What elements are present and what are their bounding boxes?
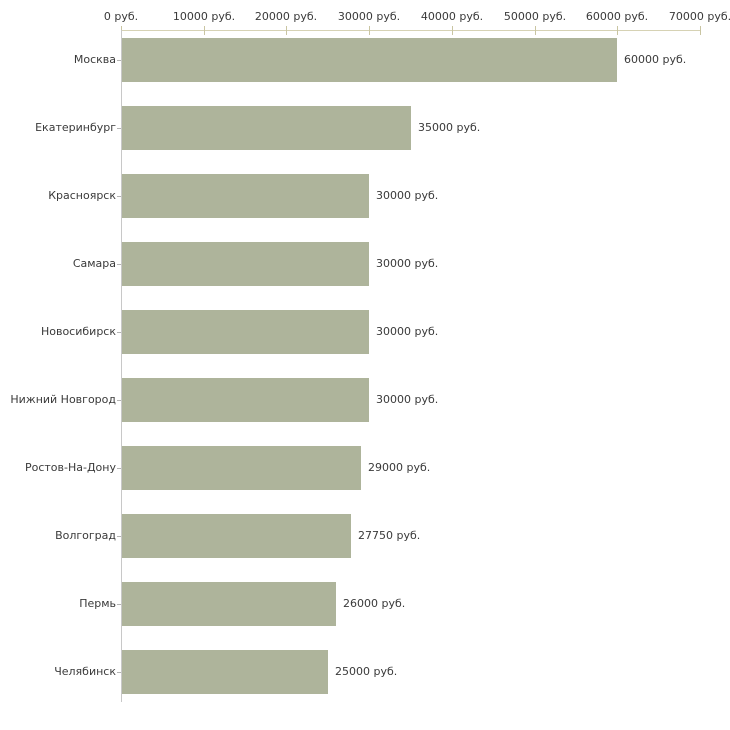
bar <box>122 106 411 150</box>
y-axis-tick <box>117 400 121 401</box>
x-axis-tick <box>700 26 701 35</box>
bar <box>122 446 361 490</box>
x-axis-tick-label: 0 руб. <box>103 10 139 23</box>
bar <box>122 242 369 286</box>
x-axis-tick <box>452 26 453 35</box>
bar <box>122 310 369 354</box>
category-label: Пермь <box>79 597 116 610</box>
value-label: 29000 руб. <box>368 461 431 474</box>
y-axis-tick <box>117 604 121 605</box>
y-axis-tick <box>117 128 121 129</box>
bar <box>122 38 617 82</box>
value-label: 30000 руб. <box>376 325 439 338</box>
category-label: Волгоград <box>55 529 116 542</box>
category-label: Новосибирск <box>40 325 116 338</box>
x-axis-tick-label: 10000 руб. <box>172 10 236 23</box>
bar <box>122 378 369 422</box>
category-label: Москва <box>73 53 116 66</box>
category-label: Самара <box>72 257 116 270</box>
x-axis-tick <box>204 26 205 35</box>
x-axis-tick <box>617 26 618 35</box>
value-label: 35000 руб. <box>418 121 481 134</box>
x-axis-tick-label: 30000 руб. <box>337 10 401 23</box>
value-label: 26000 руб. <box>343 597 406 610</box>
value-label: 30000 руб. <box>376 257 439 270</box>
x-axis-line <box>121 30 701 31</box>
x-axis-tick-label: 70000 руб. <box>668 10 730 23</box>
value-label: 60000 руб. <box>624 53 687 66</box>
category-label: Нижний Новгород <box>10 393 116 406</box>
y-axis-line <box>121 30 122 702</box>
bar <box>122 650 328 694</box>
x-axis-tick-label: 20000 руб. <box>254 10 318 23</box>
bar <box>122 174 369 218</box>
y-axis-tick <box>117 536 121 537</box>
y-axis-tick <box>117 672 121 673</box>
y-axis-tick <box>117 468 121 469</box>
y-axis-tick <box>117 264 121 265</box>
category-label: Красноярск <box>48 189 116 202</box>
value-label: 30000 руб. <box>376 393 439 406</box>
category-label: Ростов-На-Дону <box>24 461 116 474</box>
y-axis-tick <box>117 60 121 61</box>
x-axis-tick-label: 60000 руб. <box>585 10 649 23</box>
value-label: 25000 руб. <box>335 665 398 678</box>
x-axis-tick-label: 40000 руб. <box>420 10 484 23</box>
x-axis-tick <box>369 26 370 35</box>
value-label: 30000 руб. <box>376 189 439 202</box>
x-axis-tick <box>286 26 287 35</box>
y-axis-tick <box>117 196 121 197</box>
category-label: Екатеринбург <box>35 121 116 134</box>
bar <box>122 514 351 558</box>
x-axis-tick <box>535 26 536 35</box>
category-label: Челябинск <box>54 665 116 678</box>
bar <box>122 582 336 626</box>
x-axis-tick-label: 50000 руб. <box>503 10 567 23</box>
y-axis-tick <box>117 332 121 333</box>
value-label: 27750 руб. <box>358 529 421 542</box>
